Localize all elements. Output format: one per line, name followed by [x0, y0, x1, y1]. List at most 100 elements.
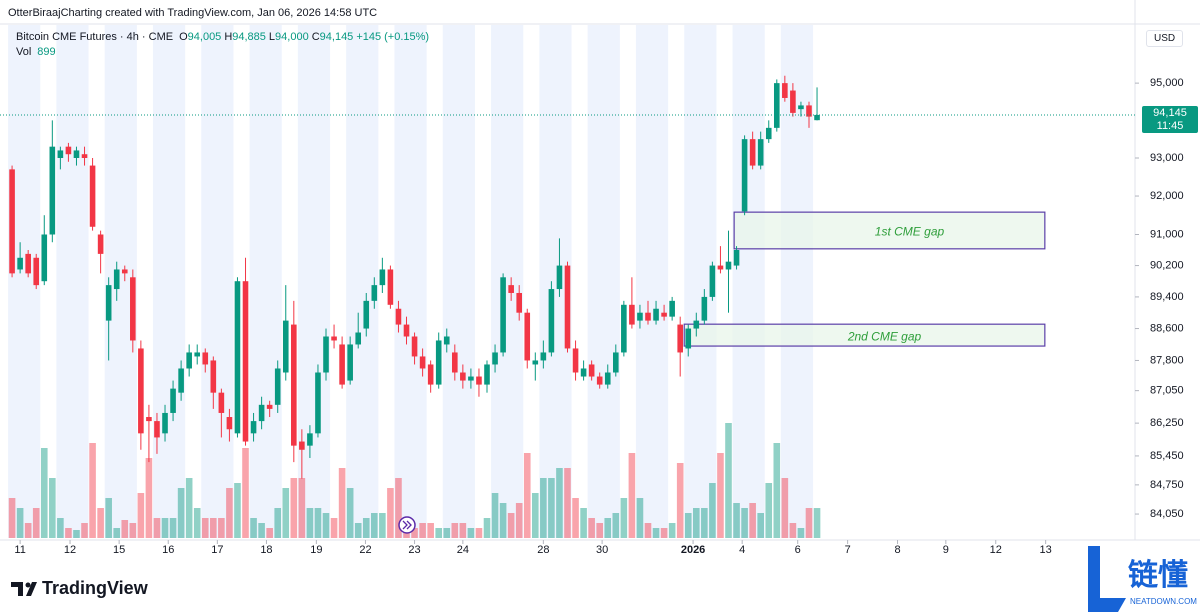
candle-body: [97, 234, 104, 254]
candle-body: [749, 139, 756, 166]
candle-body: [411, 336, 418, 357]
candle-body: [57, 150, 64, 158]
volume-bar: [258, 523, 265, 538]
y-tick-label: 93,000: [1150, 152, 1184, 164]
candle-body: [765, 127, 772, 140]
logo-dot: [25, 582, 31, 588]
candle-body: [81, 154, 88, 158]
volume-bar: [65, 528, 72, 538]
volume-bar: [789, 523, 797, 538]
volume-bar: [548, 478, 555, 538]
volume-bar: [40, 448, 48, 538]
volume-bar: [185, 478, 193, 538]
x-tick-label: 4: [739, 544, 745, 556]
y-tick-label: 92,000: [1150, 190, 1184, 202]
y-tick-label: 91,000: [1150, 228, 1184, 240]
session-band: [297, 25, 331, 538]
volume-bar: [379, 513, 386, 538]
volume-bar: [491, 493, 499, 538]
candle-body: [226, 417, 233, 430]
candle-body: [178, 368, 184, 393]
volume-bar: [16, 508, 24, 538]
candle-body: [250, 421, 257, 434]
ohlc-key: L: [268, 31, 276, 43]
watermark-shape: [1088, 546, 1126, 612]
last-price-box: [1142, 105, 1198, 133]
gap-label: 1st CME gap: [875, 225, 945, 239]
candle-body: [443, 336, 450, 345]
x-tick-label: 18: [260, 544, 272, 556]
candle-body: [516, 292, 523, 313]
y-tick-label: 85,450: [1150, 450, 1184, 462]
candle-body: [307, 433, 313, 446]
candle-body: [645, 312, 651, 321]
volume-bar: [137, 493, 145, 538]
volume-bar: [113, 528, 121, 538]
volume-bar: [741, 508, 748, 538]
volume-bar: [371, 513, 378, 538]
candle-body: [202, 352, 209, 365]
volume-bar: [362, 518, 370, 538]
volume-bar: [628, 453, 636, 538]
volume-bar: [717, 453, 724, 538]
legend: Bitcoin CME Futures · 4h · CME O94,005 H94…: [16, 31, 431, 43]
watermark-subtitle: NEATDOWN.COM: [1130, 597, 1197, 606]
session-band: [732, 25, 765, 538]
volume-bar: [588, 518, 595, 538]
x-tick-label: 11: [14, 544, 25, 556]
volume-bar: [306, 508, 314, 538]
session-band: [56, 25, 89, 538]
x-tick-label: 23: [408, 544, 420, 556]
candle-body: [596, 376, 603, 385]
volume-bar: [435, 528, 443, 538]
volume-bar: [644, 523, 652, 538]
candle-body: [653, 308, 659, 321]
candle-body: [347, 344, 353, 381]
volume-bar: [282, 488, 290, 538]
candle-body: [741, 139, 748, 212]
candle-body: [234, 281, 241, 434]
volume-bar: [89, 443, 96, 538]
y-tick-label: 84,050: [1150, 508, 1184, 520]
volume-bar: [290, 478, 298, 538]
session-band: [346, 25, 379, 538]
volume-bar: [145, 458, 153, 538]
volume-bar: [668, 523, 676, 538]
volume-bar: [532, 493, 539, 538]
x-tick-label: 12: [64, 544, 76, 556]
volume-bar: [749, 503, 756, 538]
x-tick-label: 15: [113, 544, 125, 556]
volume-bar: [57, 518, 64, 538]
volume-bar: [322, 513, 330, 538]
volume-legend: Vol 899: [16, 46, 58, 58]
x-tick-label: 19: [310, 544, 322, 556]
session-band: [587, 25, 620, 538]
candle-body: [669, 300, 675, 317]
candle-body: [33, 257, 40, 286]
candle-body: [580, 368, 587, 377]
candle-body: [612, 352, 619, 373]
candle-body: [138, 348, 144, 434]
candle-body: [89, 165, 96, 227]
y-tick-label: 89,400: [1150, 291, 1184, 303]
volume-bar: [652, 528, 660, 538]
gap-box: [683, 323, 1046, 347]
volume-bar: [24, 523, 32, 538]
countdown: 11:45: [1157, 120, 1184, 132]
currency[interactable]: USD: [1146, 30, 1184, 47]
volume-bar: [676, 463, 684, 538]
candle-body: [186, 352, 192, 369]
ohlc-key: O: [179, 31, 188, 43]
volume-bar: [475, 528, 483, 538]
candle-body: [427, 364, 434, 385]
x-tick-label: 6: [795, 544, 801, 556]
volume-bar: [467, 528, 475, 538]
volume-value: 899: [37, 46, 56, 58]
volume-bar: [781, 478, 789, 538]
volume-bar: [499, 503, 507, 538]
candle-body: [484, 364, 490, 385]
candle-body: [266, 404, 273, 409]
volume-bar: [210, 518, 217, 538]
x-tick-label: 12: [990, 544, 1002, 556]
